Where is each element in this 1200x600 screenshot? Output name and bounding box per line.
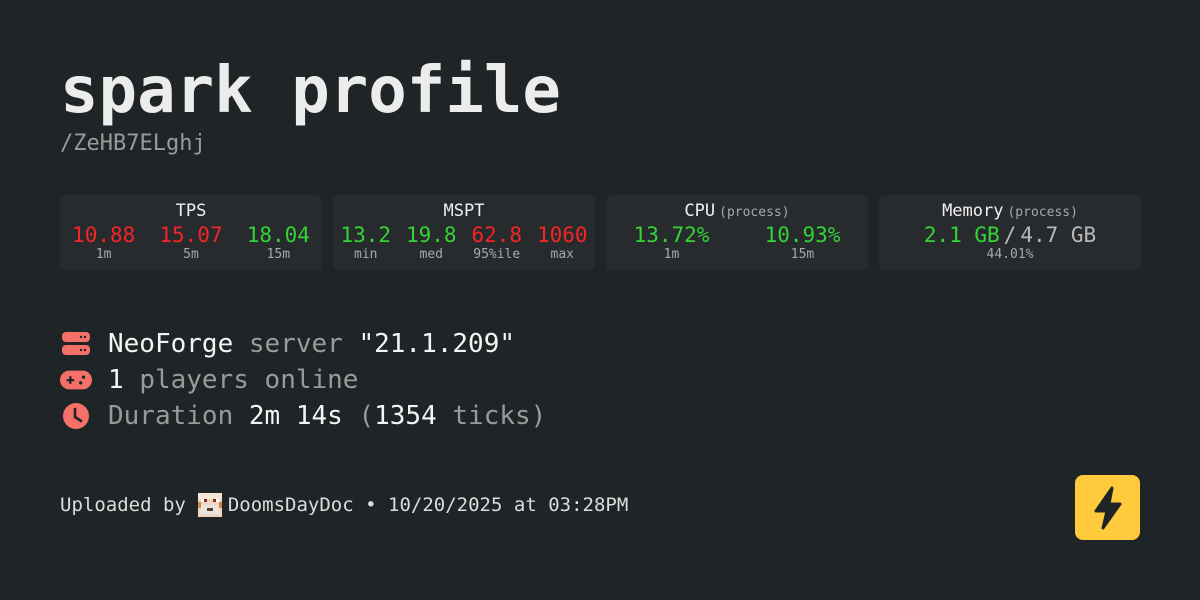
tick-count: 1354: [374, 401, 437, 431]
server-word: server: [248, 329, 343, 359]
label: 95%ile: [473, 247, 521, 262]
ticks-text: ticks): [452, 401, 547, 431]
label: 15m: [266, 247, 291, 262]
mspt-med: 19.8 med: [406, 223, 457, 262]
lightning-bolt-icon: [1094, 486, 1121, 529]
mspt-min: 13.2 min: [340, 223, 391, 262]
memory-title: Memory: [942, 201, 1004, 221]
stats-cards: TPS 10.88 1m 15.07 5m 18.04 15m MSPT 13.2 mi…: [60, 195, 1141, 270]
duration-line: Duration 2m 14s (1354 ticks): [60, 398, 546, 434]
value: 10.88: [72, 223, 136, 247]
uploaded-by-label: Uploaded by: [60, 494, 186, 516]
memory-separator: /: [1003, 223, 1017, 247]
tps-5m: 15.07 5m: [159, 223, 222, 262]
mspt-max: 1060 max: [537, 223, 588, 262]
memory-qualifier: (process): [1007, 205, 1078, 220]
server-version: "21.1.209": [358, 329, 516, 359]
mspt-card: MSPT 13.2 min 19.8 med 62.8 95%ile 1060 max: [333, 195, 595, 270]
cpu-1m: 13.72% 1m: [634, 223, 710, 262]
duration-value: 2m 14s: [248, 401, 343, 431]
value: 18.04: [246, 223, 310, 247]
cpu-card: CPU (process) 13.72% 1m 10.93% 15m: [606, 195, 868, 270]
value: 15.07: [159, 223, 223, 247]
tps-card: TPS 10.88 1m 15.07 5m 18.04 15m: [60, 195, 322, 270]
cpu-qualifier: (process): [719, 205, 790, 220]
duration-label: Duration: [108, 401, 234, 431]
paren: (: [358, 401, 375, 431]
label: 1m: [95, 247, 112, 262]
label: min: [354, 247, 378, 262]
upload-info: Uploaded by DoomsDayDoc • 10/20/2025 at …: [60, 493, 628, 517]
tps-1m: 10.88 1m: [72, 223, 135, 262]
memory-card: Memory (process) 2.1 GB/4.7 GB 44.01%: [879, 195, 1141, 270]
value: 13.2: [340, 223, 392, 247]
memory-total: 4.7 GB: [1020, 223, 1097, 247]
label: 5m: [183, 247, 199, 262]
player-count: 1: [108, 365, 124, 395]
players-text: players online: [139, 365, 359, 395]
clock-icon: [60, 400, 92, 432]
server-info: NeoForge server "21.1.209" 1 players onl…: [60, 326, 546, 434]
upload-date: 10/20/2025 at 03:28PM: [388, 494, 629, 516]
platform-name: NeoForge: [108, 329, 234, 359]
avatar: [197, 493, 222, 517]
label: med: [419, 247, 443, 262]
tps-15m: 18.04 15m: [247, 223, 310, 262]
uploader-name[interactable]: DoomsDayDoc: [227, 494, 354, 516]
memory-percent: 44.01%: [986, 247, 1034, 262]
value: 10.93%: [764, 223, 841, 247]
value: 13.72%: [633, 223, 710, 247]
label: 15m: [790, 247, 815, 262]
cpu-15m: 10.93% 15m: [765, 223, 841, 262]
label: 1m: [663, 247, 680, 262]
mspt-95: 62.8 95%ile: [471, 223, 522, 262]
memory-used: 2.1 GB: [923, 223, 1000, 247]
server-icon: [60, 328, 92, 360]
players-line: 1 players online: [60, 362, 546, 398]
tps-title: TPS: [175, 201, 207, 221]
value: 1060: [536, 223, 588, 247]
page-title: spark profile: [60, 54, 561, 128]
mspt-title: MSPT: [443, 201, 485, 221]
separator: •: [365, 494, 377, 516]
platform-line: NeoForge server "21.1.209": [60, 326, 546, 362]
value: 19.8: [405, 223, 457, 247]
cpu-title: CPU: [684, 201, 716, 221]
profile-code: /ZeHB7ELghj: [60, 131, 206, 156]
gamepad-icon: [60, 364, 92, 396]
label: max: [550, 247, 574, 262]
value: 62.8: [471, 223, 523, 247]
spark-logo: [1075, 475, 1140, 540]
